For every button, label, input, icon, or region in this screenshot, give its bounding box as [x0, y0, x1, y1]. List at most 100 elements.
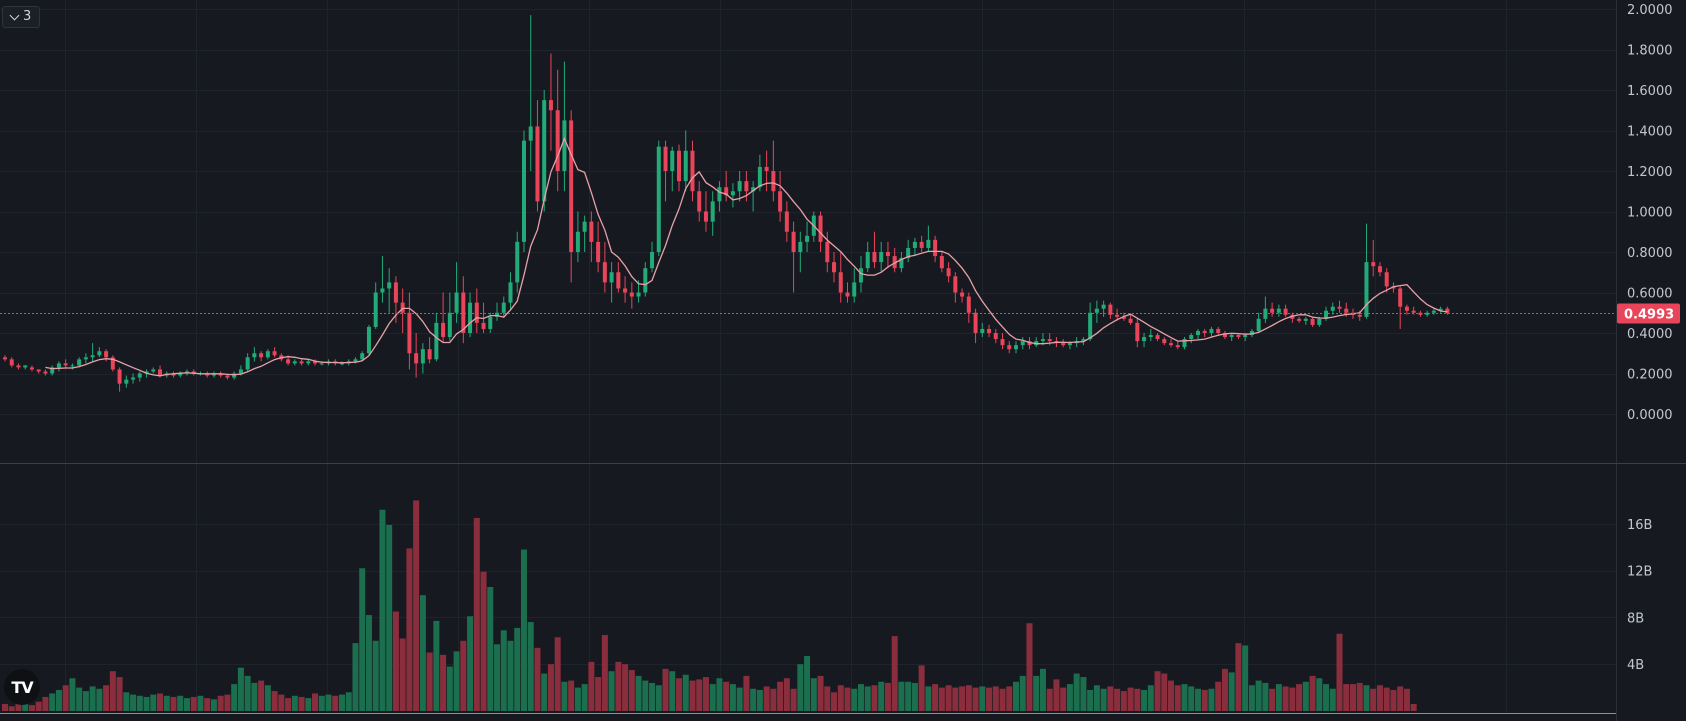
volume-bar: [379, 509, 386, 711]
candle: [683, 130, 688, 192]
volume-tick-label: 16B: [1627, 518, 1652, 533]
tradingview-logo[interactable]: TV: [4, 669, 40, 705]
candle-body: [582, 221, 587, 232]
candle: [373, 282, 378, 329]
candle-body: [933, 239, 938, 257]
candle: [1115, 308, 1120, 321]
volume-bar: [1275, 684, 1282, 711]
grid: [0, 0, 1616, 713]
candle-body: [1270, 308, 1275, 313]
candle-body: [1209, 328, 1214, 333]
candle: [730, 183, 735, 208]
candle-body: [650, 252, 655, 269]
candle: [272, 347, 277, 358]
candle: [1297, 316, 1302, 323]
volume-bar: [622, 664, 629, 711]
volume-bar: [8, 706, 15, 711]
candle: [1438, 306, 1443, 313]
volume-bar: [150, 694, 157, 711]
candle: [825, 231, 830, 273]
candle-body: [838, 272, 843, 293]
volume-bar: [979, 686, 986, 711]
volume-bar: [359, 568, 366, 711]
volume-bar: [392, 611, 399, 711]
candle-body: [306, 361, 311, 364]
candle-body: [366, 326, 371, 354]
candle: [919, 235, 924, 252]
candle: [1195, 328, 1200, 340]
candle: [751, 181, 756, 212]
volume-bar: [514, 627, 521, 711]
volume-bar: [1006, 686, 1013, 711]
candle-body: [555, 110, 560, 171]
candle: [1249, 328, 1254, 338]
candle-body: [993, 333, 998, 340]
candle: [16, 363, 21, 370]
candle-body: [609, 272, 614, 283]
candle-body: [1135, 322, 1140, 342]
candle-body: [43, 371, 48, 374]
volume-bar: [999, 688, 1006, 711]
candle-body: [764, 166, 769, 171]
candle-body: [191, 371, 196, 374]
candle-body: [1216, 328, 1221, 333]
volume-bar: [500, 630, 507, 711]
volume-bar: [386, 524, 393, 711]
volume-bar: [285, 698, 292, 711]
volume-bar: [1356, 682, 1363, 711]
candle: [1000, 333, 1005, 350]
candle-body: [737, 181, 742, 192]
candle-body: [656, 146, 661, 252]
volume-bar: [258, 680, 265, 711]
candle-body: [980, 328, 985, 333]
volume-bar: [1053, 679, 1060, 711]
candle-body: [1276, 308, 1281, 313]
last-price-label: 0.4993: [1624, 308, 1674, 323]
candle-body: [29, 367, 34, 370]
candle: [966, 292, 971, 323]
candle: [124, 375, 129, 388]
volume-bar: [1289, 687, 1296, 711]
candle-body: [1438, 308, 1443, 311]
candle-body: [407, 312, 412, 354]
candle: [3, 355, 7, 362]
volume-bar: [581, 684, 588, 711]
volume-bar: [62, 685, 69, 711]
candle-body: [1324, 310, 1329, 319]
candle-body: [104, 351, 109, 358]
candle-body: [1303, 318, 1308, 321]
candle: [1445, 306, 1450, 315]
candle: [1270, 302, 1275, 317]
volume-bar: [1147, 685, 1154, 711]
volume-bar: [1397, 686, 1404, 711]
volume-bar: [143, 696, 150, 711]
candle: [798, 231, 803, 273]
volume-bar: [130, 694, 137, 711]
candle-body: [1189, 335, 1194, 340]
candle: [1384, 268, 1389, 293]
volume-bar: [89, 686, 96, 711]
candle: [1148, 328, 1153, 342]
volume-bar: [332, 695, 339, 711]
candle-body: [1357, 314, 1362, 317]
candle: [77, 357, 82, 368]
volume-bar: [763, 686, 770, 711]
candle-body: [299, 361, 304, 364]
volume-bar: [109, 671, 116, 711]
volume-bar: [1363, 685, 1370, 711]
volume-bar: [1188, 686, 1195, 711]
volume-bars: [2, 500, 1417, 711]
interval-dropdown-button[interactable]: 3: [2, 6, 41, 28]
candle-body: [616, 272, 621, 289]
volume-bar: [918, 665, 925, 711]
candle: [43, 369, 48, 376]
candle: [299, 359, 304, 366]
candle: [677, 144, 681, 192]
volume-bar: [905, 681, 912, 711]
candle: [36, 369, 41, 374]
volume-bar: [480, 571, 487, 711]
candle-body: [1229, 335, 1234, 338]
candle-body: [1020, 341, 1025, 346]
